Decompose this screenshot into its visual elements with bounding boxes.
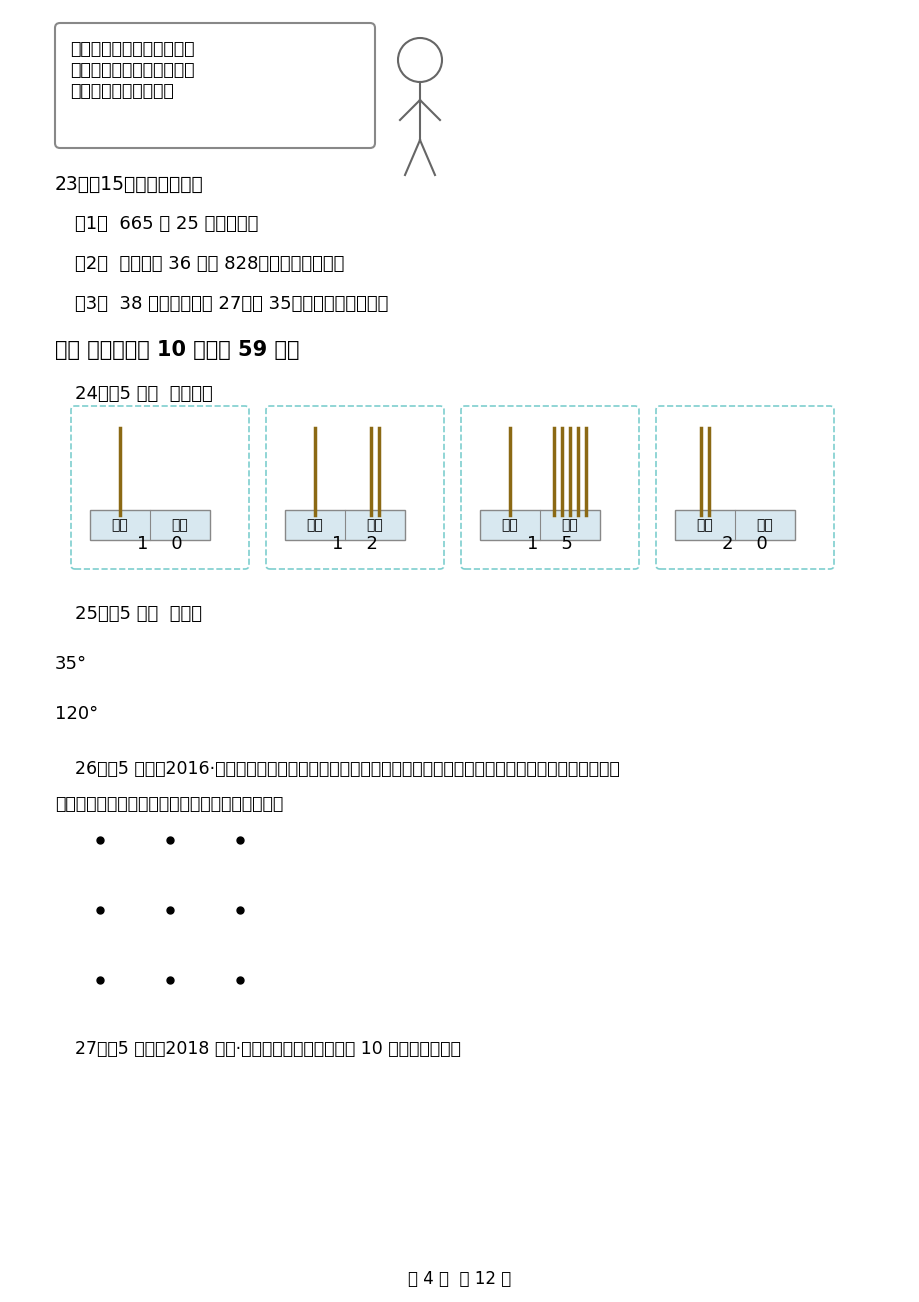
- Bar: [285, 510, 404, 540]
- Text: 1    5: 1 5: [527, 535, 573, 553]
- Text: 第 4 页  共 12 页: 第 4 页 共 12 页: [408, 1269, 511, 1288]
- Bar: [480, 510, 599, 540]
- FancyBboxPatch shape: [655, 406, 834, 569]
- Text: 26．（5 分）（2016·石棉模拟）请你用线把点连起来，要求连接成正方形，使正方形的每个顶点都必须在这些: 26．（5 分）（2016·石棉模拟）请你用线把点连起来，要求连接成正方形，使正…: [75, 760, 619, 779]
- Text: 个位: 个位: [561, 518, 578, 533]
- Circle shape: [398, 38, 441, 82]
- Text: （2）  一个数的 36 倍是 828，这个数是多少？: （2） 一个数的 36 倍是 828，这个数是多少？: [75, 255, 344, 273]
- Text: 1    2: 1 2: [332, 535, 378, 553]
- Text: （3）  38 除一个数，商 27，余 35，求这个数是多少？: （3） 38 除一个数，商 27，余 35，求这个数是多少？: [75, 296, 388, 312]
- Text: 十位: 十位: [111, 518, 129, 533]
- FancyBboxPatch shape: [266, 406, 444, 569]
- Text: 1    0: 1 0: [137, 535, 183, 553]
- Text: 给出的点上．比一比，看谁连接成的正方形最多．: 给出的点上．比一比，看谁连接成的正方形最多．: [55, 796, 283, 812]
- Text: 个位: 个位: [172, 518, 188, 533]
- Text: 三位数除以一位数，当商是
三位数时，被除数的百位数
必须大于或等于除数。: 三位数除以一位数，当商是 三位数时，被除数的百位数 必须大于或等于除数。: [70, 40, 194, 99]
- Text: 35°: 35°: [55, 655, 87, 673]
- Text: 十位: 十位: [306, 518, 323, 533]
- Bar: [90, 510, 210, 540]
- Text: 23．（15分）列式计算．: 23．（15分）列式计算．: [55, 174, 203, 194]
- Text: 24．（5 分）  画一画。: 24．（5 分） 画一画。: [75, 385, 212, 404]
- FancyBboxPatch shape: [460, 406, 639, 569]
- Bar: [675, 510, 794, 540]
- Text: 五、 应用题（共 10 题；共 59 分）: 五、 应用题（共 10 题；共 59 分）: [55, 340, 300, 359]
- Text: 十位: 十位: [696, 518, 712, 533]
- Text: 个位: 个位: [755, 518, 773, 533]
- FancyBboxPatch shape: [55, 23, 375, 148]
- Text: 120°: 120°: [55, 704, 98, 723]
- FancyBboxPatch shape: [71, 406, 249, 569]
- Text: 25．（5 分）  画角．: 25．（5 分） 画角．: [75, 605, 202, 622]
- Text: 个位: 个位: [367, 518, 383, 533]
- Text: 2    0: 2 0: [721, 535, 767, 553]
- Text: （1）  665 的 25 倍是多少？: （1） 665 的 25 倍是多少？: [75, 215, 258, 233]
- Text: 27．（5 分）（2018 三上·青岛期末）画一个周长为 10 厘米的长方形。: 27．（5 分）（2018 三上·青岛期末）画一个周长为 10 厘米的长方形。: [75, 1040, 460, 1059]
- Text: 十位: 十位: [501, 518, 517, 533]
